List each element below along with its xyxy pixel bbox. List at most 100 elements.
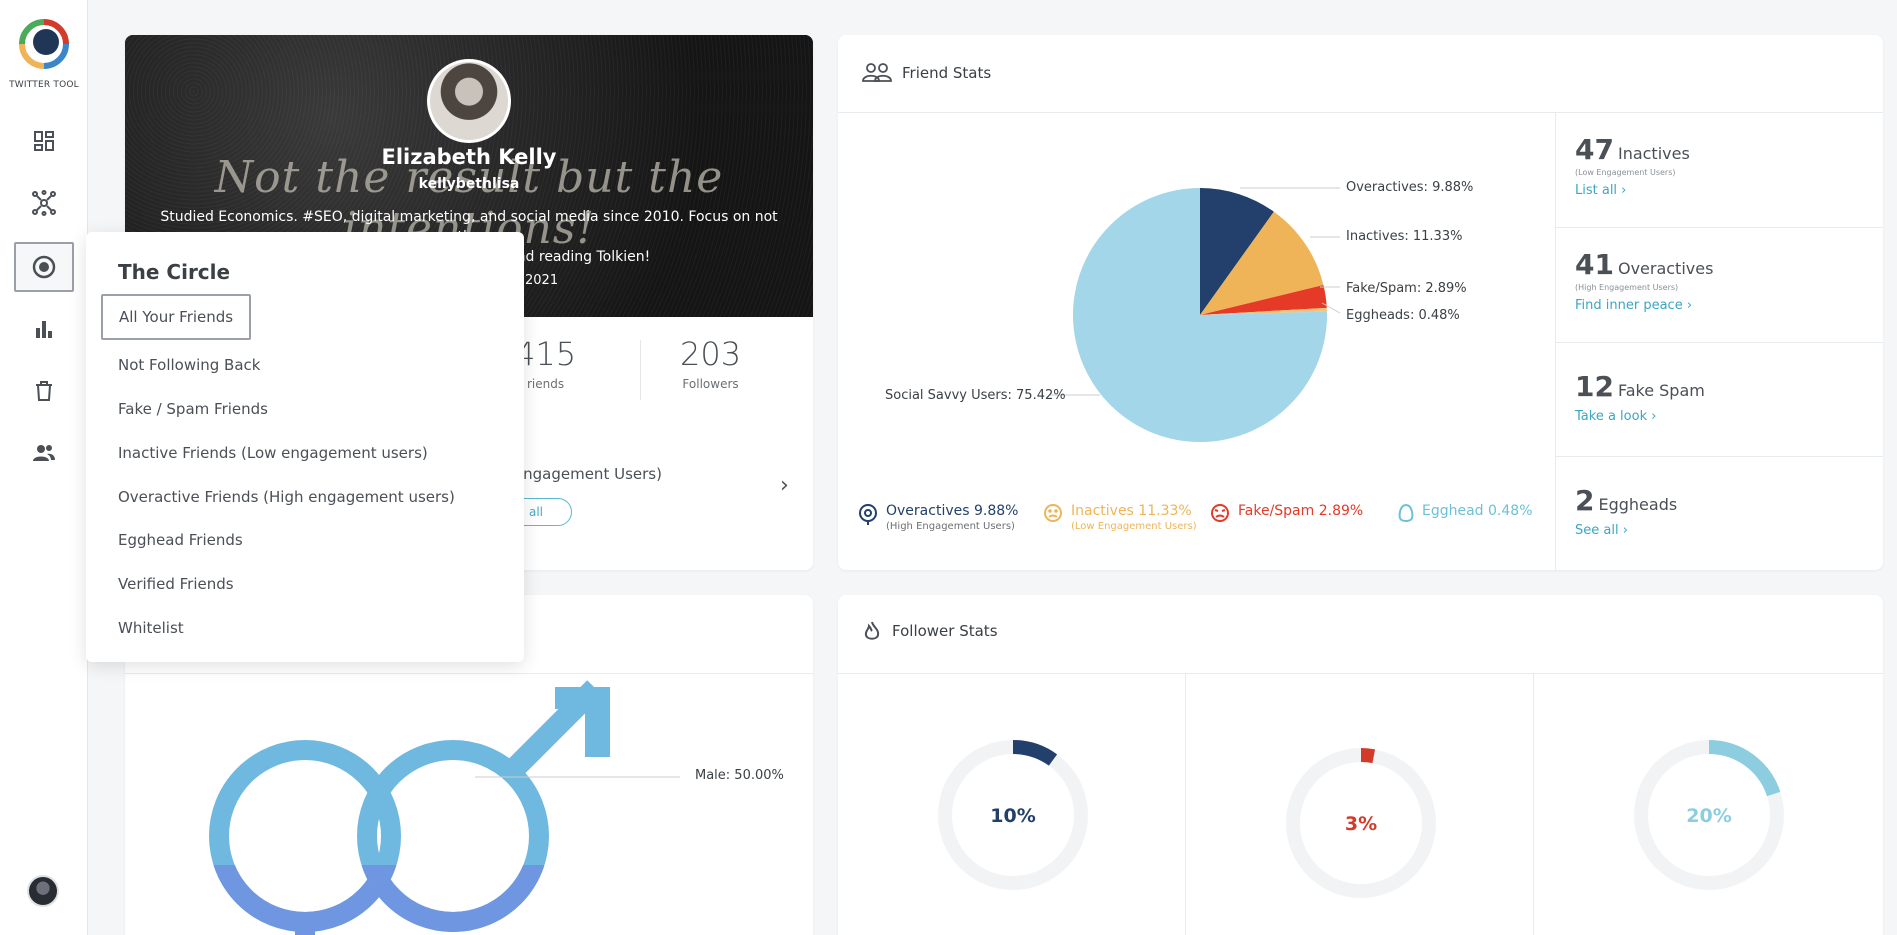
follower-stats-header: Follower Stats — [862, 615, 998, 647]
pie-label-eggheads: Eggheads: 0.48% — [1346, 308, 1460, 323]
side-stat-sub: (Low Engagement Users) — [1575, 168, 1676, 177]
divider — [1555, 456, 1883, 457]
vertical-divider — [1185, 674, 1186, 935]
legend-overactives: Overactives 9.88% (High Engagement Users… — [858, 503, 1018, 532]
side-stat-sub: (High Engagement Users) — [1575, 283, 1679, 292]
pie-label-fake-spam: Fake/Spam: 2.89% — [1346, 281, 1467, 296]
female-stem — [295, 922, 315, 935]
sidebar-item-network[interactable] — [14, 178, 74, 228]
network-icon — [32, 190, 56, 216]
hot-face-icon — [859, 504, 877, 525]
follower-donuts — [938, 740, 1784, 898]
sidebar-item-dashboard[interactable] — [14, 116, 74, 166]
dropdown-item-fake-spam[interactable]: Fake / Spam Friends — [118, 400, 268, 418]
divider — [1555, 227, 1883, 228]
legend-inactives: Inactives 11.33% (Low Engagement Users) — [1043, 503, 1197, 532]
legend-fake-spam: Fake/Spam 2.89% — [1210, 503, 1363, 523]
followers-label: Followers — [682, 377, 739, 391]
pie-label-overactives: Overactives: 9.88% — [1346, 180, 1474, 195]
dropdown-item-overactive[interactable]: Overactive Friends (High engagement user… — [118, 488, 455, 506]
donut-arc-2 — [1360, 748, 1376, 764]
pie-slice-eggheads — [1200, 307, 1327, 315]
legend-egghead: Egghead 0.48% — [1398, 503, 1533, 523]
donut-pct-1: 10% — [990, 805, 1036, 827]
dropdown-item-inactive[interactable]: Inactive Friends (Low engagement users) — [118, 444, 428, 462]
profile-handle: kellybethlisa — [418, 176, 520, 192]
friends-icon — [862, 63, 892, 82]
friend-stats-title: Friend Stats — [902, 64, 992, 82]
pie-slice-social-savvy-users — [1073, 188, 1327, 442]
side-stat-inactives: 47 Inactives (Low Engagement Users) List … — [1575, 133, 1690, 198]
profile-joined: 2021 — [525, 273, 559, 288]
sidebar-item-stats[interactable] — [14, 304, 74, 354]
sidebar-item-the-circle[interactable] — [14, 242, 74, 292]
donut-pct-3: 20% — [1686, 805, 1732, 827]
friends-stat: 415 riends — [515, 335, 576, 391]
angry-face-icon — [1211, 504, 1229, 522]
chevron-right-icon[interactable]: › — [780, 473, 789, 498]
list-all-link[interactable]: List all › — [1575, 183, 1627, 198]
bar-chart-icon — [36, 321, 52, 338]
dropdown-item-verified[interactable]: Verified Friends — [118, 575, 234, 593]
users-icon — [33, 445, 55, 461]
pie-label-inactives: Inactives: 11.33% — [1346, 229, 1463, 244]
pie-slice-inactives — [1200, 211, 1324, 315]
male-symbol-circle-lower — [361, 865, 545, 932]
sidebar-item-trash[interactable] — [14, 366, 74, 416]
logo-text: TWITTER TOOL — [9, 80, 79, 90]
logo-icon[interactable] — [18, 18, 70, 70]
side-stat-name: Inactives — [1617, 144, 1690, 163]
friend-stats-header: Friend Stats — [862, 57, 991, 89]
pie-slice-overactives — [1200, 188, 1274, 315]
side-stat-name: Eggheads — [1598, 495, 1678, 514]
legend-egghead-text: Egghead 0.48% — [1422, 503, 1533, 519]
engagement-text: y Engagement Users) — [500, 465, 662, 483]
side-stat-num: 2 — [1575, 484, 1595, 517]
target-icon — [32, 255, 56, 279]
dropdown-item-all-friends[interactable]: All Your Friends — [101, 294, 252, 340]
pie-slice-fake-spam — [1200, 285, 1327, 315]
sad-face-icon — [1044, 504, 1062, 522]
dashboard-icon — [34, 131, 54, 151]
vertical-divider — [1555, 113, 1556, 570]
dropdown-title: The Circle — [118, 260, 231, 284]
vertical-divider — [1533, 674, 1534, 935]
see-all-link[interactable]: See all › — [1575, 523, 1628, 538]
legend-inactives-sub: (Low Engagement Users) — [1071, 521, 1197, 532]
side-stat-num: 12 — [1575, 370, 1614, 403]
egg-icon — [1398, 503, 1414, 522]
male-arrow-cap-top — [555, 687, 610, 709]
sidebar: TWITTER TOOL — [0, 0, 88, 935]
flame-icon — [864, 621, 880, 640]
take-a-look-link[interactable]: Take a look › — [1575, 409, 1657, 424]
donut-arc-1 — [1012, 740, 1058, 766]
divider — [1555, 342, 1883, 343]
profile-photo — [427, 59, 511, 143]
dropdown-item-egghead[interactable]: Egghead Friends — [118, 531, 243, 549]
card-divider — [838, 673, 1883, 674]
side-stat-eggheads: 2 Eggheads See all › — [1575, 484, 1677, 538]
user-avatar[interactable] — [27, 875, 59, 907]
the-circle-dropdown: The Circle All Your Friends Not Followin… — [86, 232, 524, 662]
legend-fake-spam-text: Fake/Spam 2.89% — [1238, 503, 1364, 519]
follower-stats-title: Follower Stats — [892, 622, 998, 640]
friend-stats-card: Friend Stats — [838, 35, 1883, 570]
sidebar-item-users[interactable] — [14, 428, 74, 478]
pie-label-social-savvy: Social Savvy Users: 75.42% — [885, 388, 1066, 403]
dropdown-item-whitelist[interactable]: Whitelist — [118, 619, 184, 637]
side-stat-name: Fake Spam — [1617, 381, 1705, 400]
legend-overactives-text: Overactives 9.88% — [886, 503, 1019, 519]
friends-count: 415 — [515, 335, 577, 373]
side-stat-fake-spam: 12 Fake Spam Take a look › — [1575, 370, 1705, 424]
side-stat-name: Overactives — [1617, 259, 1714, 278]
find-inner-peace-link[interactable]: Find inner peace › — [1575, 298, 1693, 313]
trash-icon — [36, 381, 52, 401]
card-divider — [838, 112, 1883, 113]
followers-stat: 203 Followers — [680, 335, 741, 391]
legend-inactives-text: Inactives 11.33% — [1071, 503, 1192, 519]
side-stat-overactives: 41 Overactives (High Engagement Users) Fi… — [1575, 248, 1713, 313]
dropdown-item-not-following-back[interactable]: Not Following Back — [118, 356, 261, 374]
legend-overactives-sub: (High Engagement Users) — [886, 521, 1015, 532]
followers-count: 203 — [680, 335, 742, 373]
male-label: Male: 50.00% — [695, 768, 784, 783]
